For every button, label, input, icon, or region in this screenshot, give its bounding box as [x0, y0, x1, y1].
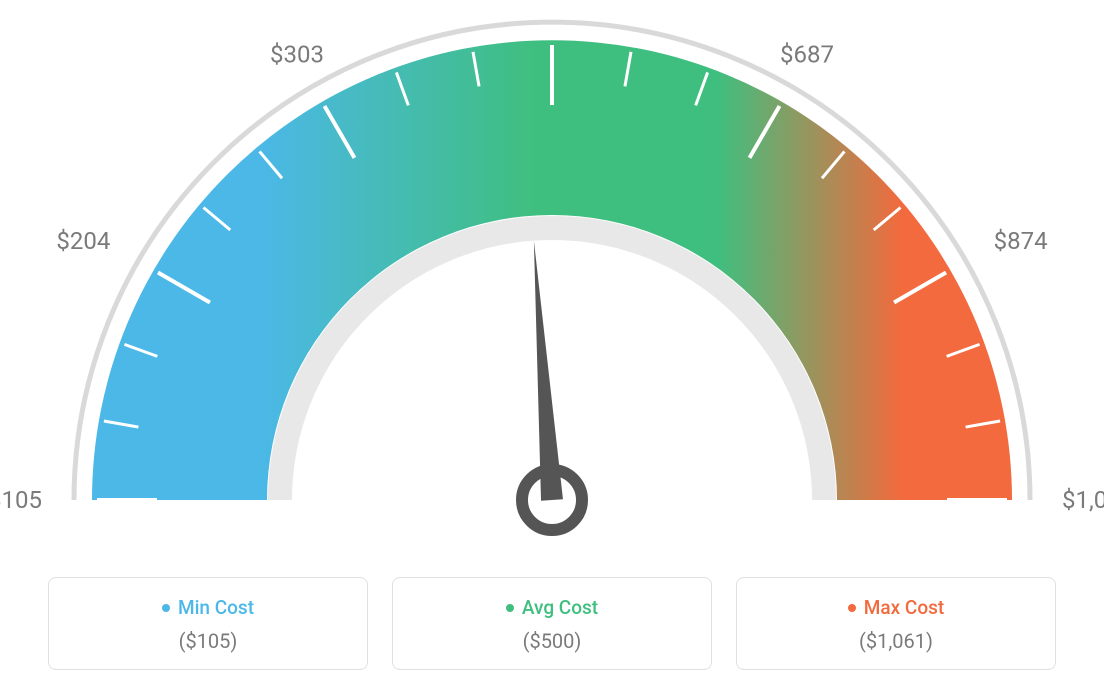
legend-title-avg: Avg Cost [506, 596, 598, 619]
legend-card-max: Max Cost ($1,061) [736, 577, 1056, 670]
gauge-svg: $105$204$303$500$687$874$1,061 [0, 0, 1104, 560]
legend-title-max: Max Cost [848, 596, 944, 619]
legend-card-min: Min Cost ($105) [48, 577, 368, 670]
gauge-tick-label: $204 [56, 227, 110, 255]
gauge-tick-label: $687 [780, 40, 834, 68]
gauge-tick-label: $1,061 [1062, 486, 1104, 514]
legend-value-max: ($1,061) [737, 629, 1055, 653]
legend-title-min: Min Cost [162, 596, 254, 619]
legend-card-avg: Avg Cost ($500) [392, 577, 712, 670]
gauge-tick-label: $105 [0, 486, 42, 514]
legend-label-max: Max Cost [864, 596, 944, 619]
legend-dot-max [848, 604, 856, 612]
legend-label-avg: Avg Cost [522, 596, 598, 619]
legend-dot-avg [506, 604, 514, 612]
legend-row: Min Cost ($105) Avg Cost ($500) Max Cost… [0, 577, 1104, 670]
gauge-tick-label: $303 [270, 40, 324, 68]
cost-gauge: $105$204$303$500$687$874$1,061 [0, 0, 1104, 560]
gauge-needle [534, 241, 563, 501]
legend-dot-min [162, 604, 170, 612]
legend-value-min: ($105) [49, 629, 367, 653]
legend-value-avg: ($500) [393, 629, 711, 653]
legend-label-min: Min Cost [178, 596, 254, 619]
gauge-tick-label: $874 [994, 227, 1048, 255]
